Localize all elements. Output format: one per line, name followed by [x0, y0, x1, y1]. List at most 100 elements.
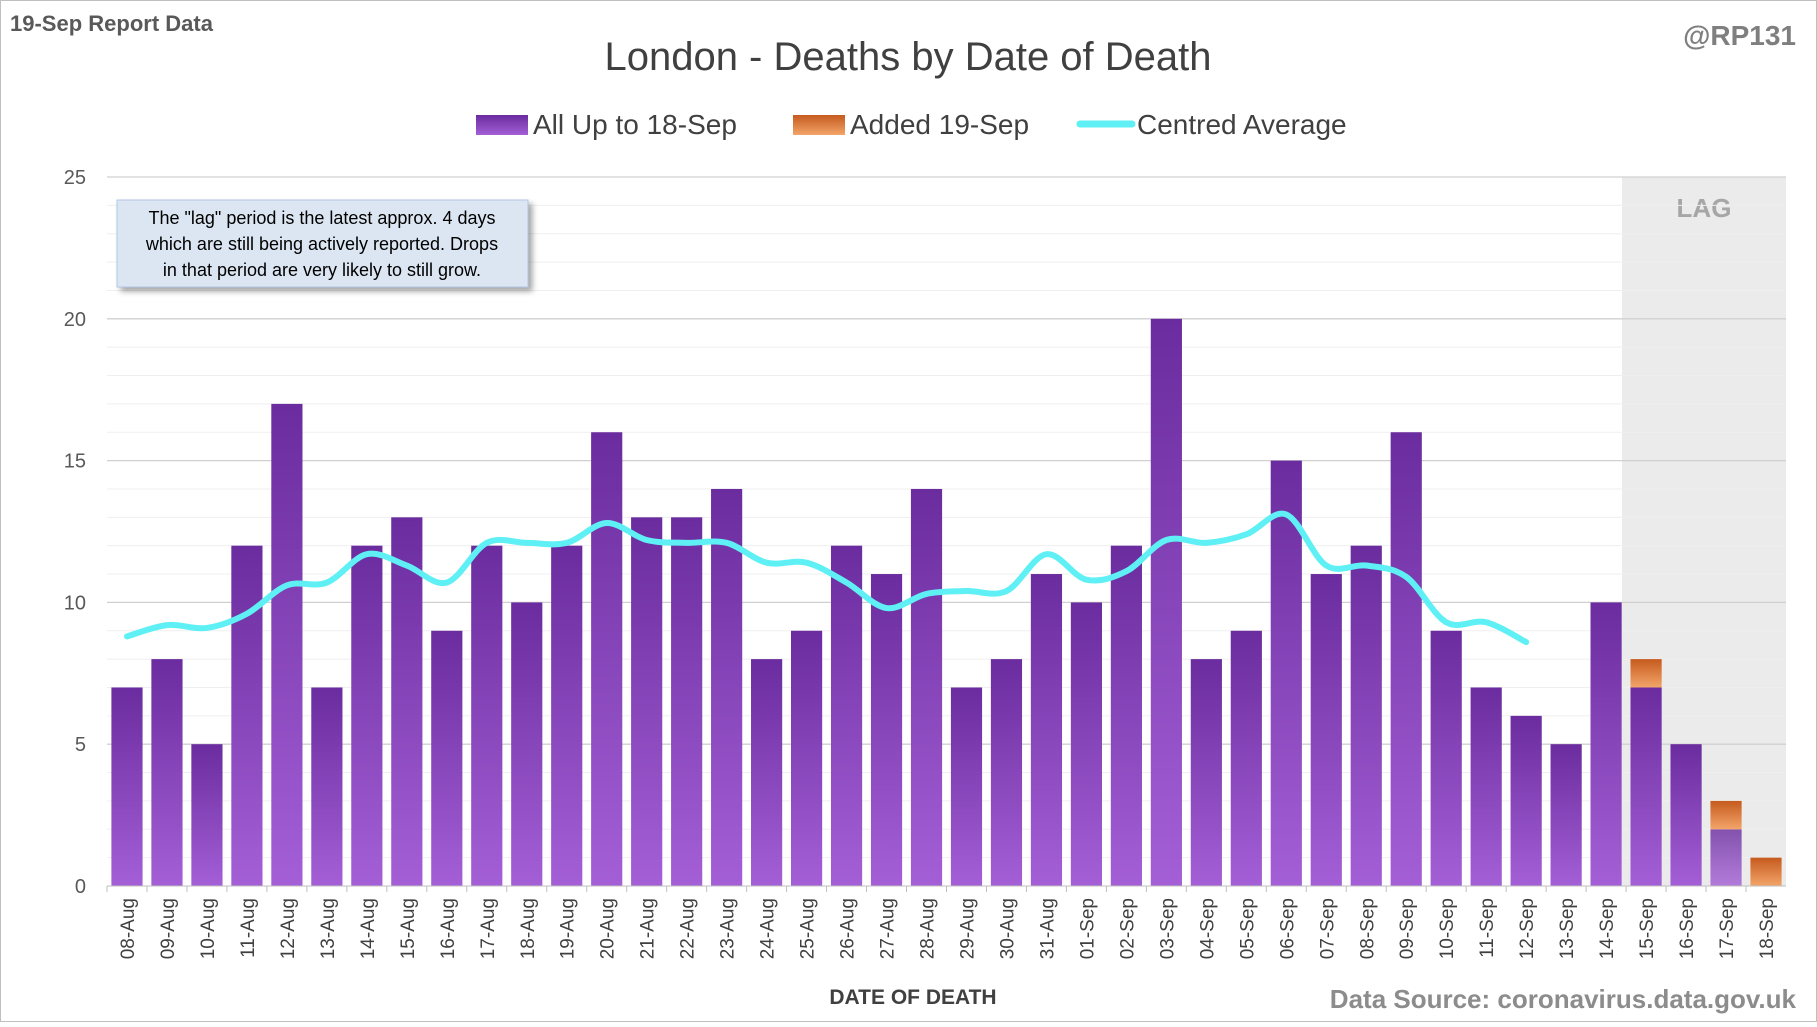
x-tick-label: 17-Sep: [1717, 898, 1738, 959]
bar-all-20-Aug: [591, 432, 623, 886]
bar-all-12-Sep: [1510, 715, 1542, 886]
legend-label-added: Added 19-Sep: [850, 109, 1029, 140]
x-tick-label: 01-Sep: [1077, 898, 1098, 959]
bar-all-23-Aug: [711, 488, 743, 886]
bar-all-11-Aug: [231, 545, 263, 886]
bar-all-30-Aug: [990, 659, 1023, 886]
bar-all-04-Sep: [1190, 659, 1222, 886]
bar-all-15-Sep: [1630, 687, 1662, 886]
x-tick-label: 21-Aug: [638, 898, 659, 959]
x-tick-label: 12-Aug: [278, 898, 299, 959]
x-tick-label: 19-Aug: [558, 898, 579, 959]
x-tick-label: 27-Aug: [878, 898, 899, 959]
x-tick-label: 11-Aug: [238, 898, 259, 958]
bar-added-15-Sep: [1630, 659, 1662, 688]
bar-all-02-Sep: [1110, 545, 1142, 886]
bar-all-10-Aug: [191, 744, 223, 886]
bar-all-12-Aug: [271, 403, 303, 886]
bar-added-17-Sep: [1710, 800, 1742, 830]
x-tick-label: 08-Aug: [118, 898, 139, 959]
bar-all-03-Sep: [1150, 318, 1182, 886]
data-source: Data Source: coronavirus.data.gov.uk: [1330, 984, 1797, 1014]
bar-all-14-Aug: [351, 545, 383, 886]
bar-all-06-Sep: [1270, 460, 1302, 886]
centred-average-line: [123, 510, 1530, 646]
lag-note-box: [116, 199, 529, 288]
chart-title: London - Deaths by Date of Death: [604, 35, 1211, 79]
x-tick-label: 24-Aug: [758, 898, 779, 959]
bar-all-10-Sep: [1430, 630, 1462, 886]
x-tick-label: 12-Sep: [1517, 898, 1538, 959]
x-tick-label: 07-Sep: [1317, 898, 1338, 959]
x-tick-label: 30-Aug: [997, 898, 1018, 959]
bar-all-11-Sep: [1470, 687, 1502, 886]
y-tick-label: 5: [75, 734, 86, 756]
x-tick-label: 09-Aug: [158, 898, 179, 959]
lag-note-line-3: in that period are very likely to still …: [163, 260, 481, 280]
legend-swatch-all: [476, 115, 528, 135]
x-tick-label: 10-Aug: [198, 898, 219, 959]
x-tick-label: 13-Sep: [1557, 898, 1578, 959]
bar-all-22-Aug: [671, 517, 703, 886]
bar-all-18-Aug: [511, 602, 543, 886]
x-tick-label: 13-Aug: [318, 898, 339, 959]
lag-label: LAG: [1677, 193, 1732, 223]
bars: [111, 318, 1782, 886]
x-axis-ticks: 08-Aug 09-Aug 10-Aug 11-Aug 12-Aug 13-Aug 14-A…: [106, 886, 1778, 959]
bar-all-13-Sep: [1550, 744, 1582, 886]
bar-all-17-Aug: [471, 545, 503, 886]
author-handle: @RP131: [1683, 20, 1796, 51]
x-tick-label: 16-Aug: [438, 898, 459, 959]
y-tick-label: 10: [64, 592, 86, 614]
x-tick-label: 14-Aug: [358, 898, 379, 959]
bar-all-13-Aug: [311, 687, 343, 886]
bar-all-01-Sep: [1070, 602, 1103, 886]
grid: [107, 176, 1786, 859]
legend-label-all: All Up to 18-Sep: [533, 109, 737, 140]
bar-all-24-Aug: [751, 659, 783, 886]
bar-all-27-Aug: [870, 574, 903, 886]
x-axis-title: DATE OF DEATH: [829, 986, 996, 1009]
x-tick-label: 26-Aug: [838, 898, 859, 959]
x-tick-label: 25-Aug: [798, 898, 819, 959]
bar-all-26-Aug: [830, 545, 863, 886]
bar-added-18-Sep: [1750, 857, 1782, 886]
x-tick-label: 16-Sep: [1677, 898, 1698, 959]
x-tick-label: 22-Aug: [678, 898, 699, 959]
bar-all-07-Sep: [1310, 574, 1342, 886]
y-tick-label: 15: [64, 451, 86, 473]
x-tick-label: 23-Aug: [718, 898, 739, 959]
x-tick-label: 06-Sep: [1277, 898, 1298, 959]
y-tick-label: 0: [75, 876, 86, 898]
x-tick-label: 03-Sep: [1157, 898, 1178, 959]
bar-all-05-Sep: [1230, 630, 1262, 886]
x-tick-label: 18-Sep: [1757, 898, 1778, 959]
report-label: 19-Sep Report Data: [10, 11, 214, 36]
x-tick-label: 08-Sep: [1357, 898, 1378, 959]
bar-all-15-Aug: [391, 517, 423, 886]
bar-all-08-Aug: [111, 687, 143, 886]
legend-swatch-added: [793, 115, 845, 135]
bar-all-31-Aug: [1030, 574, 1063, 886]
x-tick-label: 10-Sep: [1437, 898, 1458, 959]
bar-all-09-Aug: [151, 659, 183, 886]
x-tick-label: 14-Sep: [1597, 898, 1618, 959]
x-tick-label: 09-Sep: [1397, 898, 1418, 959]
bar-all-29-Aug: [950, 687, 983, 886]
x-tick-label: 15-Sep: [1637, 898, 1658, 959]
legend-label-average: Centred Average: [1137, 109, 1347, 140]
x-tick-label: 28-Aug: [918, 898, 939, 959]
y-tick-label: 20: [64, 309, 86, 331]
lag-note: The "lag" period is the latest approx. 4…: [116, 199, 529, 288]
lag-note-line-1: The "lag" period is the latest approx. 4…: [149, 208, 496, 228]
x-tick-label: 05-Sep: [1237, 898, 1258, 959]
x-tick-label: 04-Sep: [1197, 898, 1218, 959]
bar-all-17-Sep: [1710, 829, 1742, 886]
x-tick-label: 02-Sep: [1117, 898, 1138, 959]
bar-all-08-Sep: [1350, 545, 1382, 886]
bar-all-25-Aug: [790, 630, 823, 886]
x-tick-label: 20-Aug: [598, 898, 619, 959]
y-axis-ticks: 0 5 10 15 20 25: [64, 167, 86, 898]
lag-note-line-2: which are still being actively reported.…: [145, 234, 498, 254]
